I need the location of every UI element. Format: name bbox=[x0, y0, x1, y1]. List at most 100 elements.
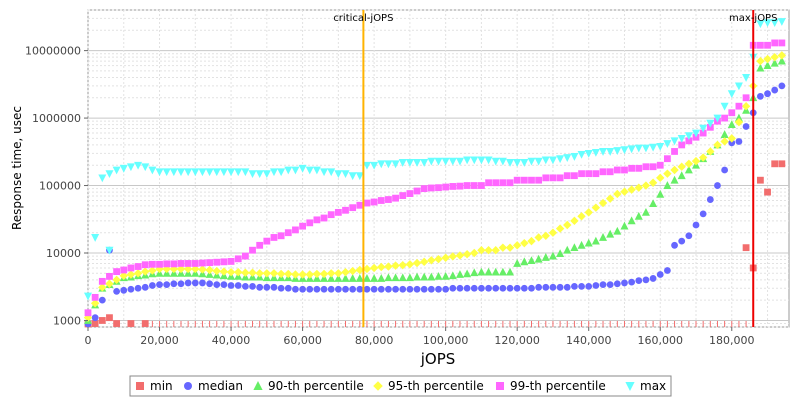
90-th-percentile-point bbox=[563, 245, 572, 254]
median-point bbox=[327, 285, 335, 293]
median-point bbox=[621, 279, 628, 287]
99-th-percentile-point bbox=[756, 41, 764, 49]
max-point bbox=[434, 157, 443, 166]
95-th-percentile-point bbox=[584, 208, 593, 217]
90-th-percentile-point bbox=[434, 271, 443, 280]
median-point bbox=[277, 284, 285, 292]
95-th-percentile-point bbox=[319, 269, 329, 279]
legend-label: 90-th percentile bbox=[268, 379, 364, 393]
90-th-percentile-point bbox=[513, 259, 522, 267]
95-th-percentile-point bbox=[398, 260, 407, 270]
median-point bbox=[363, 285, 371, 293]
x-tick-label: 40,000 bbox=[212, 334, 251, 347]
median-point bbox=[571, 282, 578, 290]
median-point bbox=[478, 284, 485, 292]
95-th-percentile-point bbox=[105, 279, 114, 288]
95-th-percentile-point bbox=[126, 270, 136, 279]
95-th-percentile-point bbox=[627, 185, 636, 194]
95-th-percentile-point bbox=[112, 275, 121, 285]
95-th-percentile-point bbox=[155, 264, 164, 274]
max-point bbox=[599, 148, 608, 156]
90-th-percentile-point bbox=[777, 56, 786, 65]
90-th-percentile-point bbox=[599, 233, 608, 241]
95-th-percentile-point bbox=[427, 256, 436, 265]
median-point bbox=[535, 283, 543, 291]
median-point bbox=[685, 232, 693, 240]
median-point bbox=[578, 282, 585, 290]
99-th-percentile-point bbox=[485, 179, 492, 187]
min-point bbox=[127, 320, 135, 327]
99-th-percentile-point bbox=[492, 179, 500, 187]
median-point bbox=[756, 92, 764, 100]
90-th-percentile-point bbox=[420, 272, 429, 281]
90-th-percentile-point bbox=[620, 221, 629, 230]
90-th-percentile-point bbox=[463, 269, 472, 278]
max-point bbox=[541, 156, 550, 165]
max-point bbox=[212, 168, 221, 177]
95-th-percentile-point bbox=[777, 51, 787, 60]
95-th-percentile-point bbox=[255, 269, 264, 278]
min-point bbox=[141, 320, 149, 327]
max-point bbox=[577, 150, 586, 159]
99-th-percentile-point bbox=[413, 187, 421, 195]
median-point bbox=[463, 284, 471, 292]
99-th-percentile-point bbox=[106, 272, 113, 280]
legend: min median 90-th percentile 95-th percentil… bbox=[136, 379, 666, 393]
95-th-percentile-point bbox=[262, 269, 272, 278]
max-point bbox=[305, 166, 314, 175]
max-point bbox=[663, 140, 672, 148]
99-th-percentile-point bbox=[771, 39, 779, 47]
max-point bbox=[184, 168, 193, 177]
95-th-percentile-point bbox=[276, 269, 286, 279]
99-th-percentile-point bbox=[742, 94, 750, 102]
95-th-percentile-point bbox=[348, 266, 357, 276]
median-point bbox=[456, 284, 464, 292]
95-th-percentile-point bbox=[663, 169, 672, 178]
max-point bbox=[641, 144, 650, 153]
90-th-percentile-point bbox=[541, 253, 550, 261]
95-th-percentile-point bbox=[713, 140, 722, 150]
x-tick-label: 20,000 bbox=[140, 334, 179, 347]
max-point bbox=[105, 170, 114, 179]
99-th-percentile-point bbox=[721, 114, 729, 122]
90-th-percentile-point bbox=[398, 273, 407, 282]
99-th-percentile-point bbox=[427, 184, 435, 192]
95-th-percentile-point bbox=[505, 243, 515, 252]
max-point bbox=[391, 160, 400, 169]
99-th-percentile-point bbox=[270, 234, 278, 241]
90-th-percentile-point bbox=[484, 267, 493, 276]
95-th-percentile-point bbox=[284, 269, 293, 279]
median-point bbox=[134, 284, 142, 292]
median-point bbox=[213, 281, 221, 289]
95-th-percentile-point bbox=[570, 216, 579, 226]
median-point bbox=[206, 280, 214, 288]
max-point bbox=[441, 157, 450, 166]
95-th-percentile-point bbox=[613, 189, 622, 199]
99-th-percentile-point bbox=[156, 260, 163, 268]
99-th-percentile-point bbox=[463, 182, 471, 189]
95-th-percentile-point bbox=[241, 268, 250, 277]
max-point bbox=[470, 156, 479, 165]
90-th-percentile-point bbox=[355, 274, 364, 282]
max-point bbox=[706, 119, 715, 128]
max-point bbox=[427, 157, 436, 166]
99-th-percentile-point bbox=[506, 179, 514, 187]
median-point bbox=[706, 196, 714, 203]
median-point bbox=[613, 280, 621, 288]
median-point bbox=[342, 285, 349, 293]
max-point bbox=[699, 124, 708, 133]
max-point bbox=[105, 246, 114, 255]
median-point bbox=[191, 279, 199, 287]
99-th-percentile-point bbox=[148, 260, 156, 268]
90-th-percentile-point bbox=[377, 274, 386, 282]
95-th-percentile-point bbox=[334, 269, 343, 278]
max-point bbox=[556, 155, 565, 164]
90-th-percentile-point bbox=[677, 171, 686, 180]
legend-item: min bbox=[136, 379, 173, 393]
annotation-label: max-jOPS bbox=[729, 13, 777, 24]
95-th-percentile-point bbox=[498, 243, 508, 252]
max-point bbox=[670, 137, 679, 146]
median-point bbox=[141, 283, 149, 291]
90-th-percentile-point bbox=[613, 226, 622, 235]
median-point bbox=[385, 285, 392, 293]
